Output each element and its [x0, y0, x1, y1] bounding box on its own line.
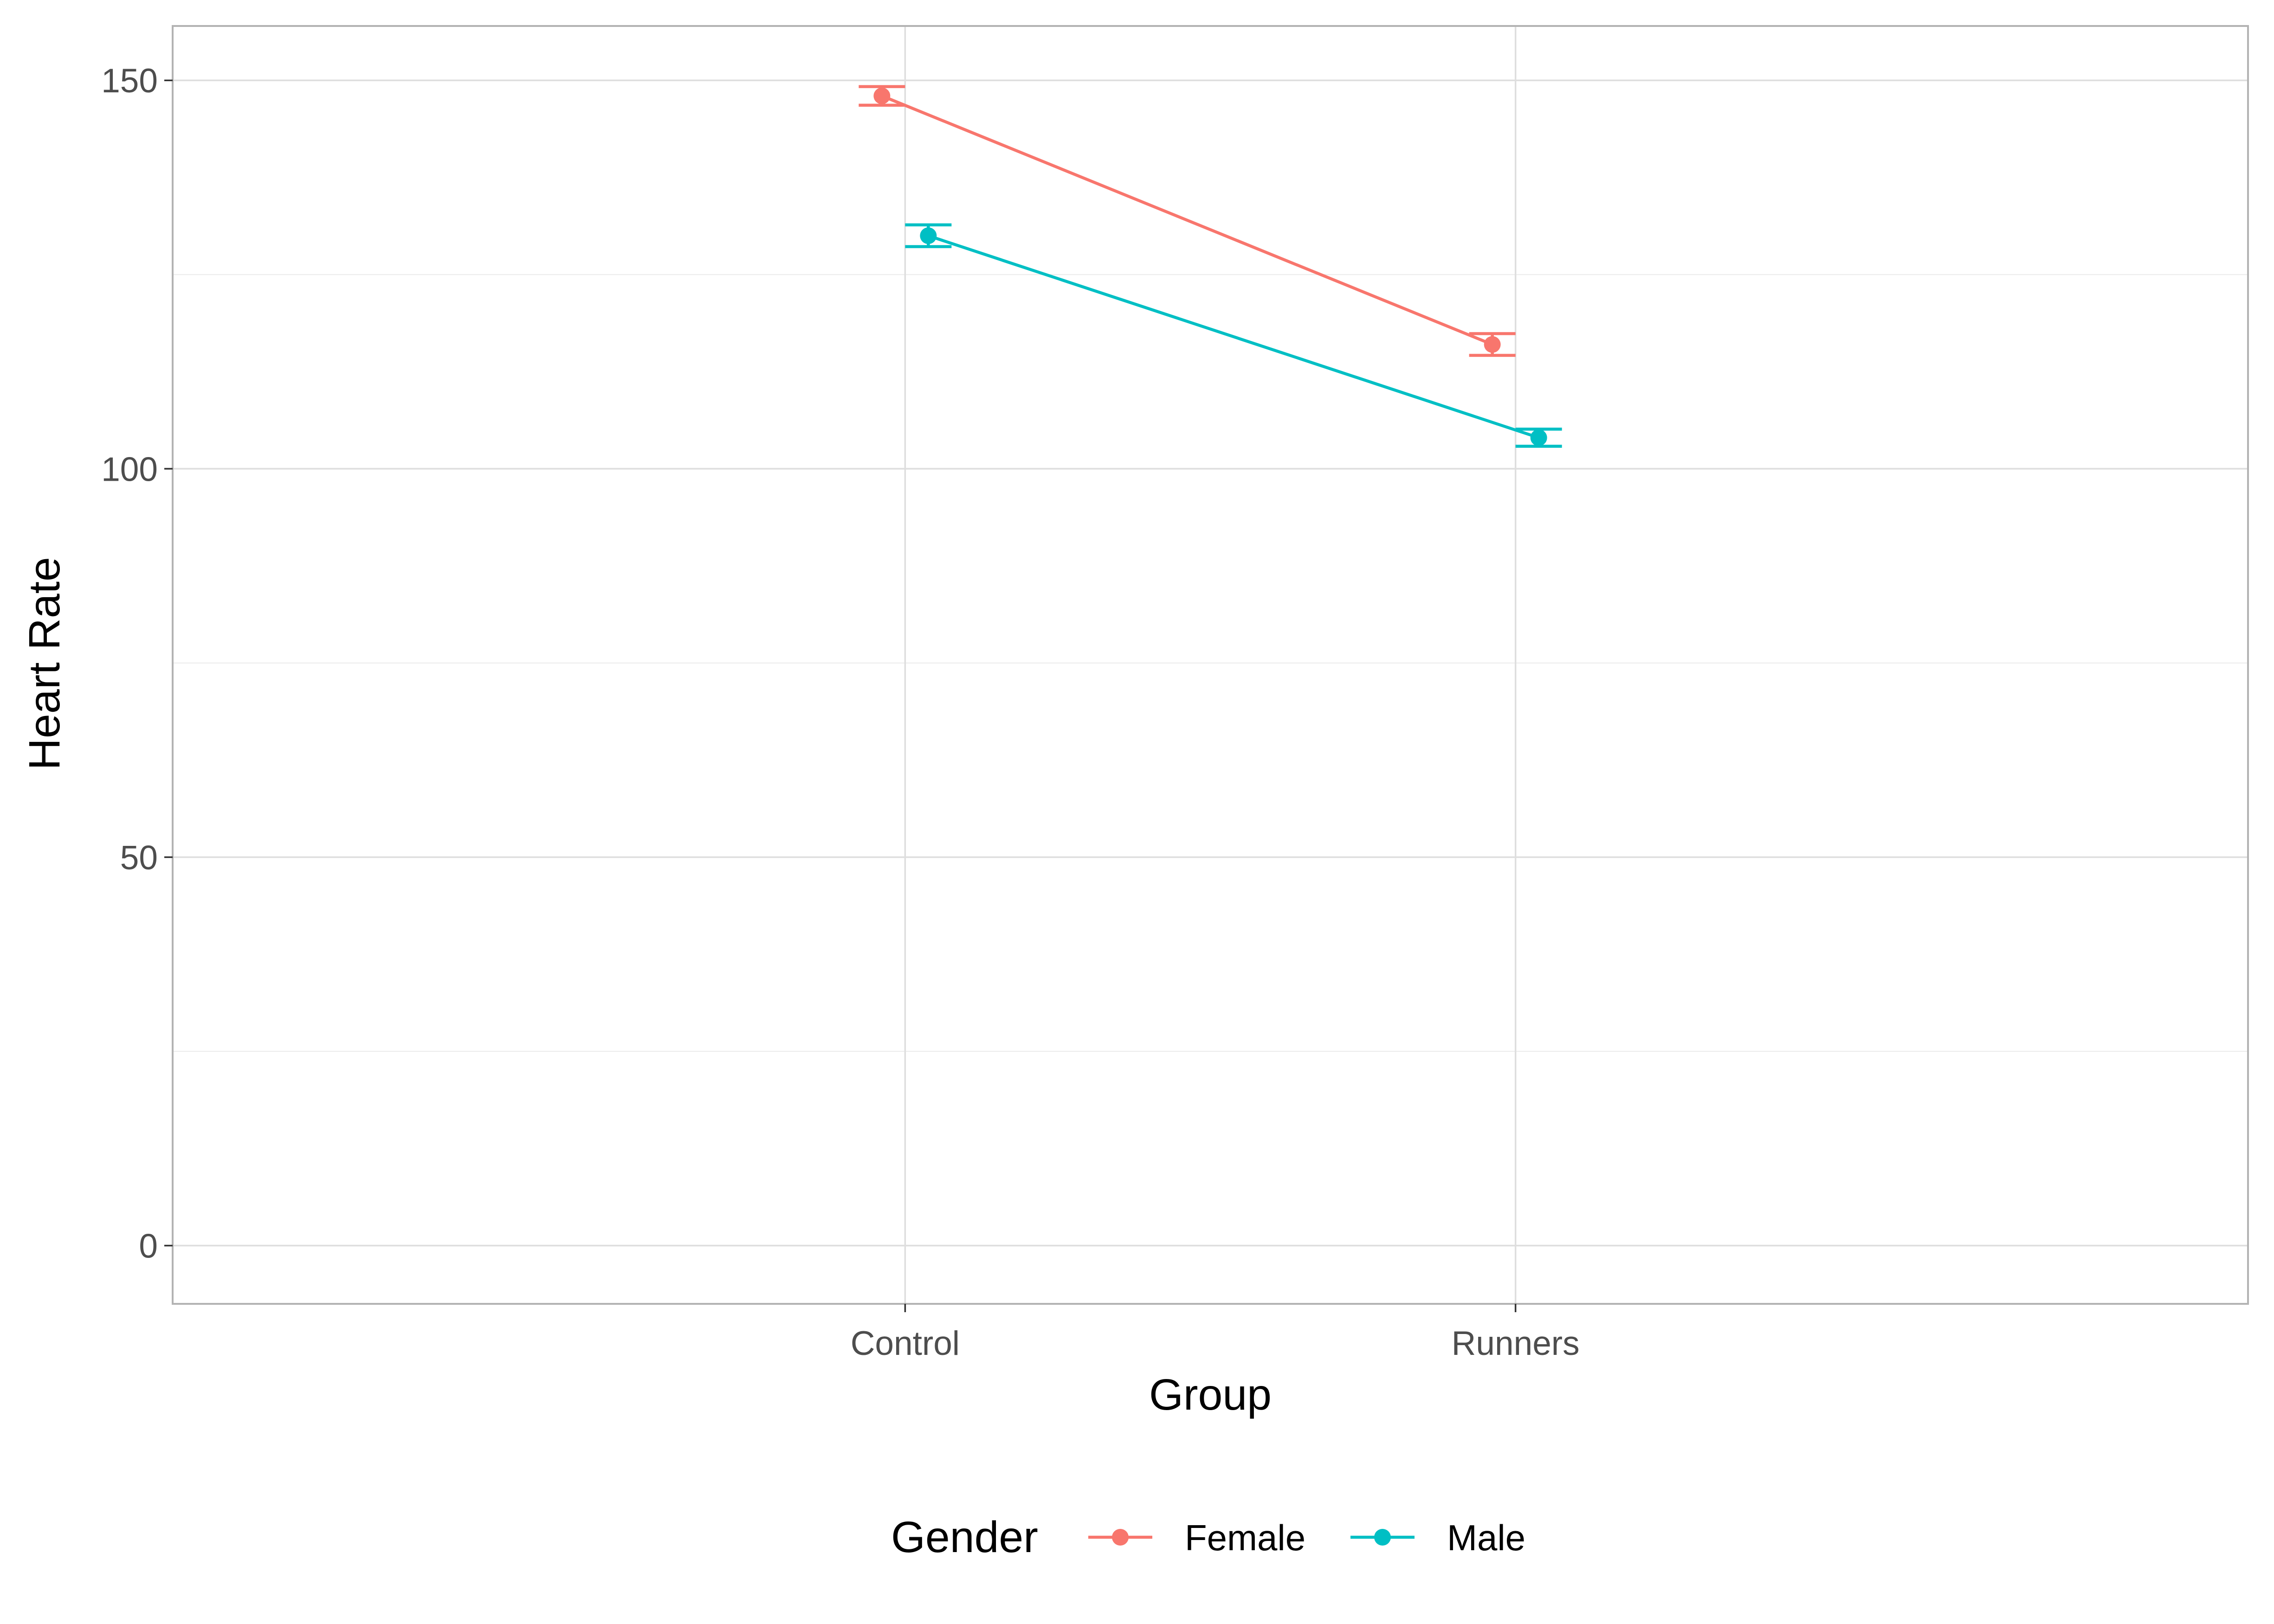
legend-label-female: Female: [1185, 1517, 1305, 1558]
data-point-female: [1484, 336, 1501, 353]
y-tick-label: 0: [139, 1227, 158, 1265]
y-tick-label: 150: [101, 62, 158, 100]
data-point-female: [873, 87, 891, 104]
legend: Gender Female Male: [891, 1513, 1525, 1562]
series-layer: [859, 85, 1562, 448]
legend-item-female: Female: [1088, 1517, 1305, 1558]
legend-key-point: [1112, 1529, 1129, 1546]
data-point-male: [1530, 429, 1547, 446]
legend-title: Gender: [891, 1513, 1038, 1562]
data-point-male: [920, 227, 937, 245]
y-tick-label: 50: [120, 839, 158, 876]
grid: [173, 26, 2248, 1304]
x-axis-title: Group: [1149, 1370, 1272, 1419]
x-tick-label-control: Control: [851, 1325, 960, 1362]
series-line-male: [928, 234, 1539, 439]
legend-key-point: [1374, 1529, 1391, 1546]
axes: 0 50 100 150 Control Runners: [101, 62, 1579, 1362]
y-axis-title: Heart Rate: [20, 557, 69, 770]
panel-border: [172, 25, 2249, 1305]
series-line-female: [881, 94, 1493, 346]
y-tick-label: 100: [101, 451, 158, 488]
legend-item-male: Male: [1350, 1517, 1525, 1558]
legend-label-male: Male: [1447, 1517, 1525, 1558]
x-tick-label-runners: Runners: [1452, 1325, 1580, 1362]
